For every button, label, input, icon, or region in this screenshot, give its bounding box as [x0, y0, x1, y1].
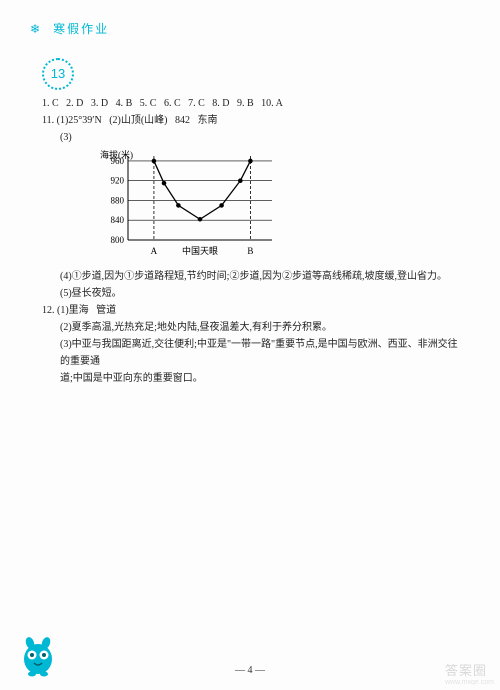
page-header: ❄ 寒假作业: [30, 20, 109, 37]
svg-text:中国天眼: 中国天眼: [182, 245, 218, 256]
svg-text:B: B: [247, 246, 253, 256]
watermark: 答案圈 www.mxqe.com: [445, 660, 494, 686]
answers-row-1: 1. C 2. D 3. D 4. B 5. C 6. C 7. C 8. D …: [42, 95, 460, 112]
q12-part2: (2)夏季高温,光热充足;地处内陆,昼夜温差大,有利于养分积累。: [60, 319, 460, 336]
svg-text:A: A: [151, 246, 158, 256]
page-number: — 4 —: [0, 665, 500, 676]
svg-text:880: 880: [111, 195, 125, 205]
chart-svg: 海拔(米)800840880920960A中国天眼B: [98, 148, 278, 258]
svg-text:960: 960: [111, 156, 125, 166]
watermark-sub: www.mxqe.com: [445, 679, 494, 686]
q12-part3a: (3)中亚与我国距离近,交往便利;中亚是"一带一路"重要节点,是中国与欧洲、西亚…: [60, 336, 460, 370]
q11-part3-label: (3): [60, 129, 460, 146]
svg-text:840: 840: [111, 215, 125, 225]
q12-part3b: 道;中国是中亚向东的重要窗口。: [60, 370, 460, 387]
content-area: 1. C 2. D 3. D 4. B 5. C 6. C 7. C 8. D …: [42, 95, 460, 387]
q11-part5: (5)昼长夜短。: [60, 285, 460, 302]
q11-part4: (4)①步道,因为①步道路程短,节约时间;②步道,因为②步道等高线稀疏,坡度缓,…: [60, 268, 460, 285]
svg-text:920: 920: [111, 176, 125, 186]
elevation-chart: 海拔(米)800840880920960A中国天眼B: [98, 148, 460, 264]
watermark-main: 答案圈: [445, 663, 487, 678]
header-title: 寒假作业: [53, 22, 109, 36]
snow-icon: ❄: [30, 22, 42, 36]
section-number-badge: 13: [42, 58, 74, 90]
svg-text:800: 800: [111, 235, 125, 245]
q11-part1-2: 11. (1)25°39′N (2)山顶(山峰) 842 东南: [42, 112, 460, 129]
q12-part1: 12. (1)里海 管道: [42, 302, 460, 319]
